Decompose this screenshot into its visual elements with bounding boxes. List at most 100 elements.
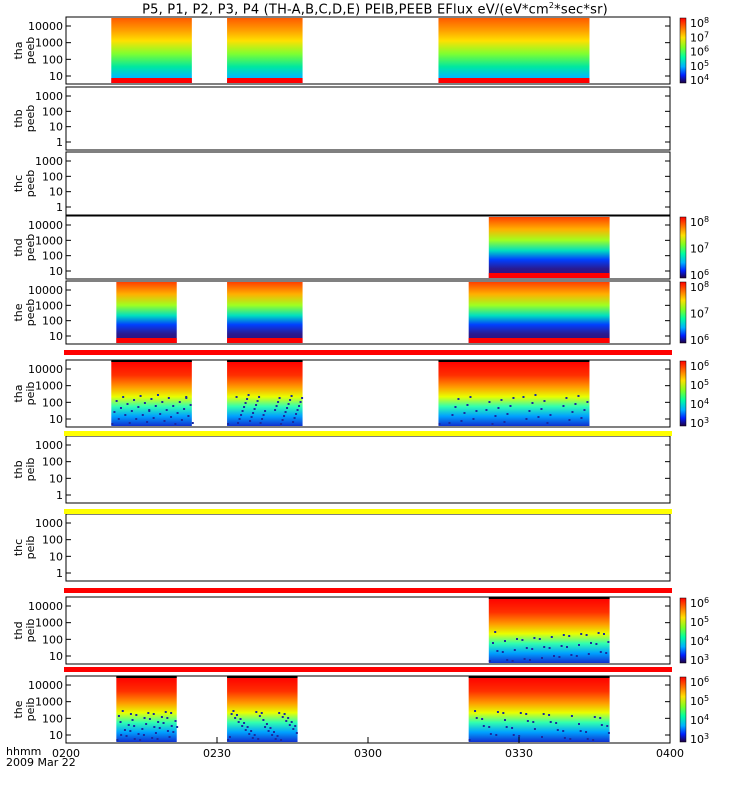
- speckle: [259, 422, 262, 424]
- speckle: [251, 737, 254, 739]
- panel-frame: [65, 151, 671, 216]
- speckle: [295, 732, 298, 734]
- y-axis-label: tha: [12, 41, 25, 59]
- exponent: 3: [704, 416, 709, 425]
- speckle: [275, 405, 278, 407]
- x-tick-label: 0400: [656, 747, 684, 760]
- speckle: [280, 423, 283, 425]
- speckle: [274, 409, 277, 411]
- y-axis-label: peib: [24, 536, 37, 560]
- date-label: 2009 Mar 22: [6, 756, 76, 769]
- y-tick-label: 10: [49, 550, 63, 563]
- speckle: [454, 406, 457, 408]
- speckle: [252, 412, 255, 414]
- speckle: [227, 739, 230, 741]
- speckle: [519, 712, 522, 714]
- speckle: [185, 396, 188, 398]
- speckle: [541, 736, 543, 738]
- panel-frame: [65, 435, 671, 504]
- low-energy-band: [111, 78, 192, 83]
- exponent: 5: [704, 378, 709, 387]
- spectrogram-block: [468, 282, 610, 343]
- speckle: [273, 731, 275, 733]
- exponent: 4: [704, 397, 709, 406]
- speckle: [117, 715, 120, 717]
- speckle: [240, 414, 243, 416]
- panel-thc-peib: 1 10 100 1000 thc peib: [12, 513, 671, 582]
- speckle: [278, 397, 281, 399]
- speckle: [298, 405, 301, 407]
- speckle: [504, 640, 506, 642]
- spectrogram-block: [227, 361, 303, 426]
- speckle: [583, 409, 586, 411]
- speckle: [187, 415, 190, 417]
- speckle: [560, 645, 563, 647]
- colorbar: [679, 597, 687, 664]
- exponent: 6: [704, 596, 709, 605]
- speckle: [288, 724, 291, 726]
- y-tick-label: 100: [42, 633, 63, 646]
- colorbar-tick-label: 107: [690, 242, 709, 256]
- speckle: [475, 410, 478, 412]
- panel-thb-peib: 1 10 100 1000 thb peib: [12, 435, 671, 504]
- exponent: 6: [704, 45, 709, 54]
- speckle: [531, 402, 534, 404]
- colorbar: [679, 216, 687, 279]
- speckle: [160, 716, 163, 718]
- speckle: [156, 738, 159, 740]
- speckle: [247, 394, 250, 396]
- speckle: [525, 418, 528, 420]
- speckle: [550, 636, 553, 638]
- speckle: [111, 423, 114, 425]
- panel-frame: [65, 359, 671, 428]
- speckle: [543, 400, 546, 402]
- y-axis-label: the: [12, 303, 25, 321]
- speckle: [301, 397, 304, 399]
- speckle: [585, 731, 588, 733]
- speckle: [538, 638, 541, 640]
- y-tick-label: 100: [42, 53, 63, 66]
- speckle: [241, 725, 244, 727]
- exponent: 5: [704, 615, 709, 624]
- exponent: 5: [704, 694, 709, 703]
- exponent: 8: [704, 16, 709, 25]
- y-tick-label: 1: [56, 567, 63, 580]
- speckle: [546, 422, 549, 424]
- speckle: [568, 419, 571, 421]
- speckle: [277, 401, 280, 403]
- y-axis-label: thb: [12, 109, 25, 127]
- speckle: [130, 410, 133, 412]
- speckle: [607, 732, 610, 734]
- speckle: [509, 405, 512, 407]
- y-axis-label: tha: [12, 384, 25, 402]
- y-tick-label: 10: [49, 650, 63, 663]
- speckle: [154, 732, 157, 734]
- speckle: [143, 402, 146, 404]
- low-energy-band: [227, 338, 303, 343]
- speckle: [463, 412, 466, 414]
- speckle: [139, 739, 142, 741]
- spectrogram-block: [111, 18, 192, 83]
- speckle: [285, 720, 288, 722]
- speckle: [504, 719, 506, 721]
- low-energy-band: [438, 78, 590, 83]
- speckle: [141, 414, 144, 416]
- speckle: [250, 416, 253, 418]
- speckle: [511, 660, 514, 662]
- speckle: [276, 735, 279, 737]
- y-axis-label: the: [12, 700, 25, 718]
- speckle: [234, 717, 237, 719]
- colorbar-tick-label: 106: [690, 333, 709, 347]
- speckle: [123, 729, 126, 731]
- speckle: [244, 402, 247, 404]
- panel-frame: [65, 280, 671, 345]
- low-energy-band: [227, 78, 303, 83]
- speckle: [237, 721, 240, 723]
- speckle: [511, 727, 514, 729]
- speckle: [565, 397, 568, 399]
- speckle: [133, 738, 136, 740]
- y-axis-label: peib: [24, 458, 37, 482]
- x-tick-label: 0330: [505, 747, 533, 760]
- speckle: [578, 723, 580, 725]
- speckle: [250, 730, 253, 732]
